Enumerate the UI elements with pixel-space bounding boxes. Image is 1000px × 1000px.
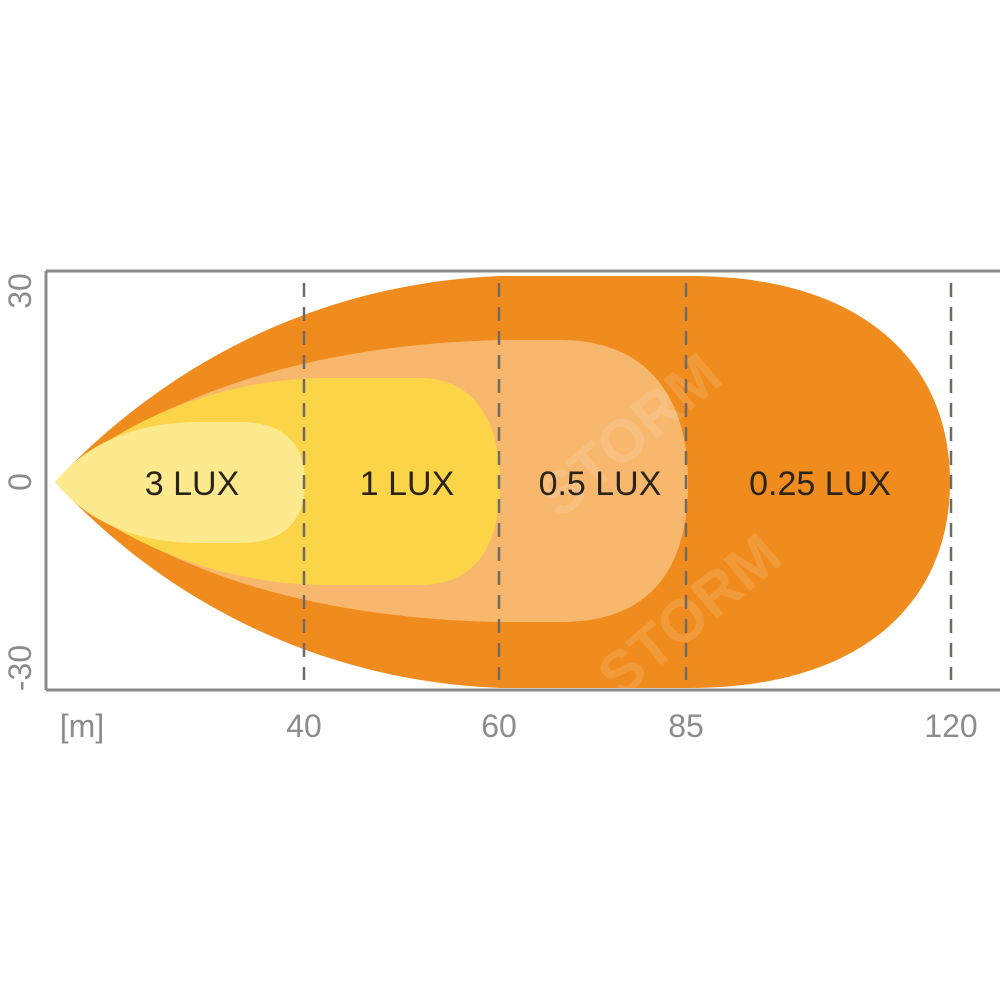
zone-label-1-lux: 1 LUX xyxy=(360,465,455,503)
zone-label-0.5-lux: 0.5 LUX xyxy=(539,465,662,503)
zone-label-0.25-lux: 0.25 LUX xyxy=(749,465,891,503)
y-tick-0: 0 xyxy=(2,473,38,491)
x-tick-120: 120 xyxy=(924,708,977,744)
zone-label-3-lux: 3 LUX xyxy=(145,465,240,503)
x-tick-40: 40 xyxy=(286,708,322,744)
y-tick-minus-30: -30 xyxy=(2,645,38,691)
x-axis-unit: [m] xyxy=(60,708,104,744)
y-tick-30: 30 xyxy=(2,273,38,309)
zone-3-lux xyxy=(55,422,305,543)
x-tick-85: 85 xyxy=(668,708,704,744)
x-tick-60: 60 xyxy=(481,708,517,744)
